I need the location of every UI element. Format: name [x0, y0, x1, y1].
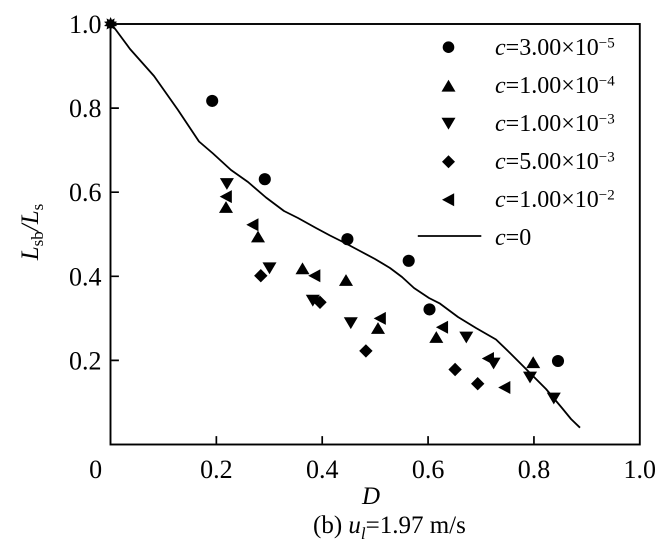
svg-text:0.4: 0.4 [69, 262, 102, 291]
svg-text:Lsb/Ls: Lsb/Ls [17, 204, 47, 262]
svg-text:0.8: 0.8 [518, 455, 551, 484]
svg-text:(b) ul=1.97 m/s: (b) ul=1.97 m/s [313, 512, 466, 543]
svg-text:0.8: 0.8 [69, 94, 102, 123]
svg-text:0.6: 0.6 [412, 455, 445, 484]
svg-text:0: 0 [89, 455, 102, 484]
svg-text:0.2: 0.2 [69, 346, 102, 375]
svg-text:c=1.00×10−4: c=1.00×10−4 [495, 73, 615, 99]
svg-text:0.2: 0.2 [200, 455, 233, 484]
svg-text:0.4: 0.4 [306, 455, 339, 484]
svg-text:c=1.00×10−2: c=1.00×10−2 [495, 187, 615, 213]
svg-text:0.6: 0.6 [69, 178, 102, 207]
svg-text:c=0: c=0 [495, 225, 531, 251]
svg-text:D: D [361, 483, 380, 510]
svg-text:c=1.00×10−3: c=1.00×10−3 [495, 111, 615, 137]
svg-text:c=5.00×10−3: c=5.00×10−3 [495, 149, 615, 175]
svg-text:1.0: 1.0 [69, 10, 102, 39]
svg-text:c=3.00×10−5: c=3.00×10−5 [495, 35, 615, 61]
svg-text:1.0: 1.0 [624, 455, 657, 484]
